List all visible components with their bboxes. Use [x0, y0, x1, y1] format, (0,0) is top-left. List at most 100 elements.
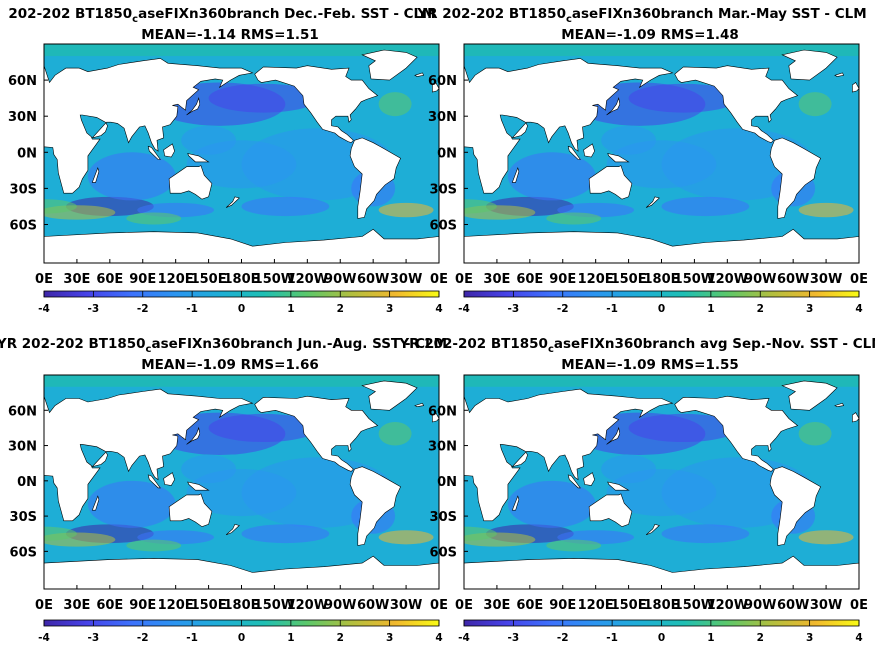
- y-tick-label: 0N: [17, 146, 37, 161]
- colorbar-tick-label: 0: [238, 632, 245, 644]
- x-tick-label: 120E: [578, 598, 614, 613]
- y-tick-label: 0N: [437, 146, 457, 161]
- x-tick-label: 0E: [430, 272, 448, 287]
- x-tick-label: 90W: [324, 272, 356, 287]
- colorbar-tick-label: 4: [435, 632, 442, 644]
- colorbar: -4 -3 -2 -1 0 1 2 3 4: [38, 619, 443, 644]
- x-tick-label: 60E: [96, 598, 123, 613]
- x-tick-label: 0E: [850, 272, 868, 287]
- colorbar-tick-label: 0: [238, 303, 245, 315]
- x-tick-label: 0E: [430, 598, 448, 613]
- x-tick-label: 120W: [707, 272, 748, 287]
- sst-anomaly-field: [44, 375, 439, 589]
- y-tick-label: 60S: [430, 545, 457, 560]
- x-tick-label: 120E: [158, 272, 194, 287]
- panel-title: 202-202 BT1850caseFIXn360branch Dec.-Feb…: [8, 6, 435, 25]
- x-tick-label: 30E: [483, 598, 510, 613]
- x-tick-label: 90E: [129, 272, 156, 287]
- x-tick-label: 120E: [578, 272, 614, 287]
- x-tick-label: 30W: [810, 598, 842, 613]
- panel-title: YR 202-202 BT1850caseFIXn360branch Jun.-…: [0, 336, 447, 355]
- x-tick-label: 30E: [63, 272, 90, 287]
- x-tick-label: 180E: [643, 598, 679, 613]
- x-tick-label: 30E: [63, 598, 90, 613]
- map-panel-1: 202-202 BT1850caseFIXn360branch Dec.-Feb…: [8, 6, 448, 315]
- x-tick-label: 150W: [254, 598, 295, 613]
- x-tick-label: 0E: [850, 598, 868, 613]
- colorbar-tick-label: -4: [38, 632, 50, 644]
- x-tick-label: 30W: [390, 272, 422, 287]
- colorbar-tick-label: -4: [458, 303, 470, 315]
- sst-anomaly-field: [464, 375, 859, 589]
- colorbar-tick-label: -4: [458, 632, 470, 644]
- map-panel-2: YR 202-202 BT1850caseFIXn360branch Mar.-…: [416, 6, 868, 315]
- x-tick-label: 150W: [254, 272, 295, 287]
- y-tick-label: 60S: [430, 218, 457, 233]
- colorbar-tick-label: -1: [186, 303, 198, 315]
- x-tick-label: 60E: [516, 272, 543, 287]
- colorbar-tick-label: -3: [508, 303, 520, 315]
- colorbar-tick-label: 1: [287, 632, 294, 644]
- colorbar-tick-label: 2: [337, 632, 344, 644]
- colorbar-tick-label: 4: [855, 303, 862, 315]
- x-tick-label: 150E: [191, 598, 227, 613]
- colorbar-tick-label: -1: [606, 632, 618, 644]
- x-tick-label: 60E: [516, 598, 543, 613]
- colorbar-tick-label: 3: [806, 303, 813, 315]
- colorbar-tick-label: -1: [186, 632, 198, 644]
- x-tick-label: 90W: [744, 272, 776, 287]
- y-tick-label: 30N: [428, 440, 457, 455]
- x-tick-label: 0E: [455, 272, 473, 287]
- x-tick-label: 150E: [191, 272, 227, 287]
- y-tick-label: 0N: [17, 475, 37, 490]
- x-tick-label: 60W: [777, 598, 809, 613]
- y-tick-label: 60S: [10, 545, 37, 560]
- colorbar-tick-label: 4: [855, 632, 862, 644]
- x-tick-label: 90W: [324, 598, 356, 613]
- colorbar-tick-label: 2: [757, 303, 764, 315]
- colorbar-tick-label: 2: [337, 303, 344, 315]
- panel-stats: MEAN=-1.09 RMS=1.55: [561, 357, 739, 373]
- x-tick-label: 120W: [287, 598, 328, 613]
- colorbar-tick-label: 4: [435, 303, 442, 315]
- x-tick-label: 60W: [777, 272, 809, 287]
- colorbar-tick-label: -2: [137, 632, 149, 644]
- x-tick-label: 90E: [549, 598, 576, 613]
- map-panel-3: YR 202-202 BT1850caseFIXn360branch Jun.-…: [0, 336, 448, 644]
- x-tick-label: 150E: [611, 598, 647, 613]
- panel-stats: MEAN=-1.09 RMS=1.66: [141, 357, 319, 373]
- y-tick-label: 60S: [10, 218, 37, 233]
- x-tick-label: 90W: [744, 598, 776, 613]
- x-tick-label: 90E: [129, 598, 156, 613]
- x-tick-label: 90E: [549, 272, 576, 287]
- panel-stats: MEAN=-1.14 RMS=1.51: [141, 27, 319, 43]
- sst-anomaly-field: [44, 44, 439, 263]
- panel-title: YR 202-202 BT1850caseFIXn360branch Mar.-…: [416, 6, 866, 25]
- y-tick-label: 60N: [8, 74, 37, 89]
- y-tick-label: 30S: [430, 510, 457, 525]
- colorbar-tick-label: 2: [757, 632, 764, 644]
- y-tick-label: 30S: [10, 510, 37, 525]
- x-tick-label: 30E: [483, 272, 510, 287]
- colorbar-tick-label: -2: [137, 303, 149, 315]
- colorbar-tick-label: -1: [606, 303, 618, 315]
- x-tick-label: 60W: [357, 598, 389, 613]
- colorbar-tick-label: 3: [806, 632, 813, 644]
- x-tick-label: 0E: [35, 272, 53, 287]
- colorbar-tick-label: -3: [88, 632, 100, 644]
- colorbar: -4 -3 -2 -1 0 1 2 3 4: [458, 619, 863, 644]
- y-tick-label: 30N: [428, 110, 457, 125]
- colorbar-tick-label: 3: [386, 303, 393, 315]
- x-tick-label: 150W: [674, 272, 715, 287]
- x-tick-label: 180E: [643, 272, 679, 287]
- y-tick-label: 30N: [8, 110, 37, 125]
- y-tick-label: 30S: [10, 182, 37, 197]
- x-tick-label: 120W: [287, 272, 328, 287]
- x-tick-label: 180E: [223, 598, 259, 613]
- colorbar-tick-label: -3: [508, 632, 520, 644]
- y-tick-label: 30N: [8, 440, 37, 455]
- colorbar-tick-label: 1: [707, 632, 714, 644]
- panel-stats: MEAN=-1.09 RMS=1.48: [561, 27, 739, 43]
- sst-anomaly-field: [464, 44, 859, 263]
